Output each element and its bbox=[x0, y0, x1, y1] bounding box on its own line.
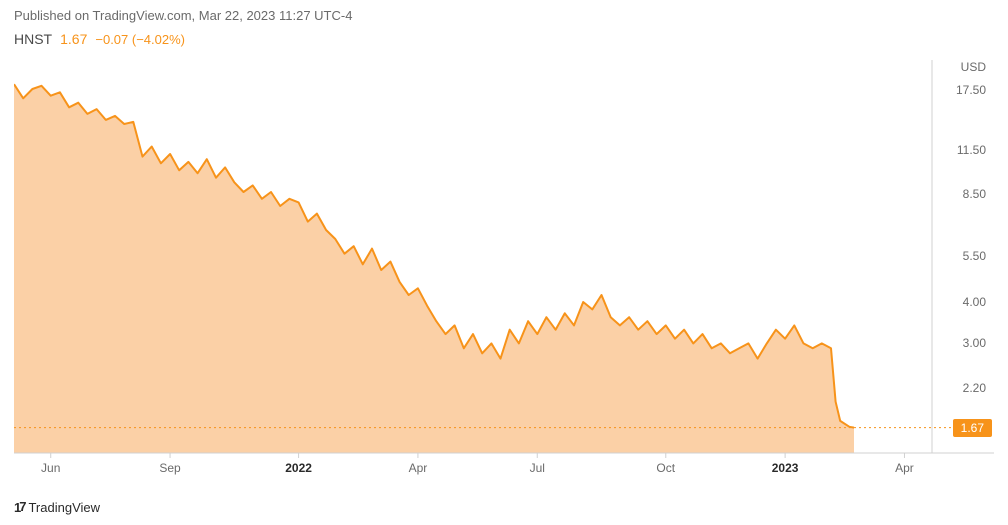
ticker-change: −0.07 (−4.02%) bbox=[95, 32, 185, 47]
x-axis-tick: Apr bbox=[409, 461, 428, 475]
price-chart-svg bbox=[14, 60, 994, 477]
y-axis-tick: 11.50 bbox=[957, 143, 986, 157]
y-axis-tick: 5.50 bbox=[963, 249, 986, 263]
y-axis-tick: 3.00 bbox=[963, 336, 986, 350]
y-axis-tick: 2.20 bbox=[963, 381, 986, 395]
x-axis-tick: 2023 bbox=[772, 461, 799, 475]
logo-icon: 17 bbox=[14, 500, 24, 515]
chart-area[interactable] bbox=[14, 60, 994, 477]
x-axis-tick: Jun bbox=[41, 461, 60, 475]
x-axis-tick: Oct bbox=[656, 461, 675, 475]
y-axis-tick: 4.00 bbox=[963, 295, 986, 309]
publish-text: Published on TradingView.com, Mar 22, 20… bbox=[14, 8, 352, 23]
x-axis-tick: Apr bbox=[895, 461, 914, 475]
ticker-row: HNST 1.67 −0.07 (−4.02%) bbox=[0, 27, 1008, 47]
ticker-price: 1.67 bbox=[60, 31, 87, 47]
y-axis-tick: 8.50 bbox=[963, 187, 986, 201]
tradingview-logo[interactable]: 17 TradingView bbox=[14, 500, 100, 515]
x-axis-tick: Sep bbox=[159, 461, 180, 475]
logo-text: TradingView bbox=[28, 500, 100, 515]
y-axis-tick: 17.50 bbox=[956, 83, 986, 97]
current-price-badge: 1.67 bbox=[953, 419, 992, 437]
x-axis-tick: Jul bbox=[530, 461, 545, 475]
ticker-symbol: HNST bbox=[14, 31, 52, 47]
x-axis-tick: 2022 bbox=[285, 461, 312, 475]
publish-header: Published on TradingView.com, Mar 22, 20… bbox=[0, 0, 1008, 27]
